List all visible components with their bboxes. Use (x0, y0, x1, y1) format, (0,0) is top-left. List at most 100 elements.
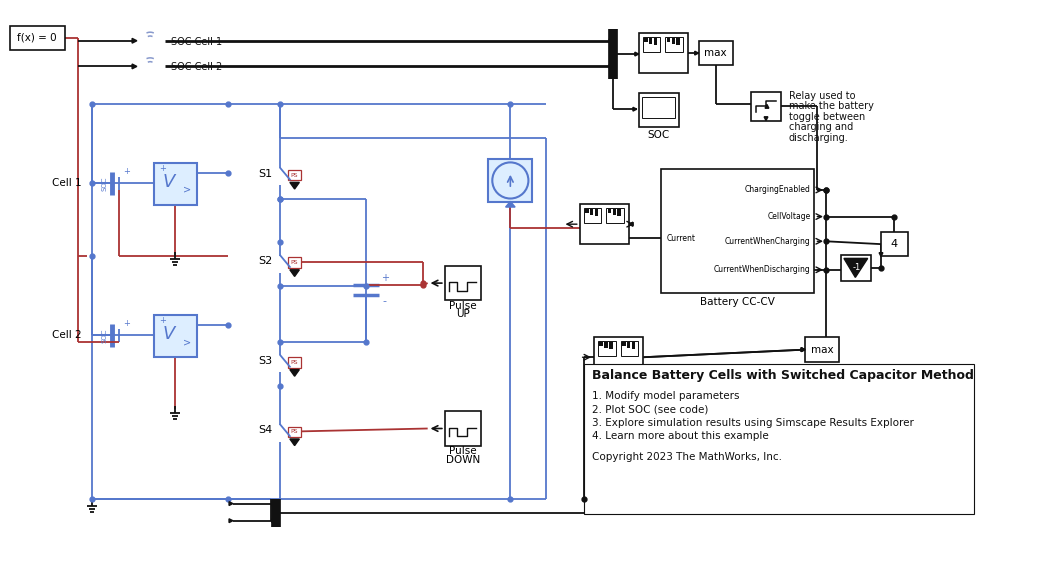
Polygon shape (290, 182, 300, 189)
Polygon shape (765, 104, 769, 108)
Bar (672, 38, 675, 43)
Polygon shape (609, 64, 613, 68)
Bar (627, 342, 631, 348)
Text: Cell 1: Cell 1 (52, 178, 82, 188)
Bar (613, 209, 616, 214)
Bar (676, 38, 680, 46)
Bar (288, 357, 301, 368)
Bar (642, 37, 660, 52)
Text: Balance Battery Cells with Switched Capacitor Method: Balance Battery Cells with Switched Capa… (592, 369, 974, 382)
Bar (623, 342, 626, 346)
Bar (599, 342, 603, 346)
Polygon shape (132, 38, 137, 43)
Bar (881, 232, 908, 256)
Text: UP: UP (456, 310, 470, 319)
Polygon shape (764, 117, 768, 121)
Text: charging and: charging and (789, 122, 853, 132)
Bar (604, 342, 608, 348)
Bar (638, 33, 689, 73)
Polygon shape (290, 369, 300, 376)
Text: SOC Cell 1: SOC Cell 1 (171, 36, 222, 47)
Text: +: + (380, 274, 389, 283)
Text: SOC: SOC (648, 130, 670, 140)
Text: PS: PS (291, 429, 299, 434)
Text: 4: 4 (891, 239, 898, 249)
Text: CellVoltage: CellVoltage (767, 212, 811, 221)
Text: V: V (163, 325, 175, 343)
Bar (842, 255, 872, 281)
Bar (9, 26, 65, 50)
Bar (488, 158, 532, 202)
Polygon shape (801, 348, 805, 352)
Bar (585, 364, 975, 514)
Polygon shape (633, 107, 637, 111)
Polygon shape (271, 519, 276, 523)
Bar (288, 426, 301, 437)
Polygon shape (290, 439, 300, 446)
Bar (594, 337, 643, 377)
Text: f(x) = 0: f(x) = 0 (17, 33, 57, 43)
Text: max: max (811, 345, 833, 355)
Text: >: > (183, 185, 192, 195)
Bar (585, 209, 589, 213)
Text: PS: PS (291, 360, 299, 365)
Text: max: max (704, 48, 727, 58)
Text: Relay used to: Relay used to (789, 91, 855, 101)
Bar (750, 92, 781, 121)
Bar (699, 40, 733, 66)
Polygon shape (844, 258, 868, 278)
Text: Copyright 2023 The MathWorks, Inc.: Copyright 2023 The MathWorks, Inc. (592, 452, 782, 462)
Bar (667, 38, 671, 42)
Text: Battery CC-CV: Battery CC-CV (700, 297, 774, 307)
Bar (665, 37, 683, 52)
Text: ChargingEnabled: ChargingEnabled (745, 185, 811, 194)
Bar (609, 342, 612, 349)
Bar (805, 337, 839, 362)
Text: 1. Modify model parameters: 1. Modify model parameters (592, 391, 740, 401)
Text: SOC: SOC (102, 176, 108, 190)
Bar (638, 93, 678, 127)
Bar (444, 412, 481, 446)
Text: Pulse: Pulse (449, 446, 477, 457)
Text: Current: Current (667, 234, 695, 243)
Bar (444, 266, 481, 300)
Text: DOWN: DOWN (445, 455, 480, 465)
Bar (288, 170, 301, 181)
Text: S3: S3 (259, 356, 272, 366)
Bar (288, 258, 301, 268)
Text: 3. Explore simulation results using Simscape Results Explorer: 3. Explore simulation results using Sims… (592, 418, 914, 428)
Bar (632, 342, 635, 349)
Text: PS: PS (291, 173, 299, 178)
Text: discharging.: discharging. (789, 133, 849, 142)
Bar (154, 315, 197, 357)
Polygon shape (629, 222, 633, 226)
Polygon shape (609, 39, 613, 43)
Text: toggle between: toggle between (789, 112, 865, 122)
Bar (617, 209, 621, 217)
Polygon shape (230, 502, 233, 506)
Polygon shape (132, 64, 137, 69)
Polygon shape (695, 51, 699, 55)
Bar (645, 38, 648, 42)
Bar (154, 164, 197, 205)
Bar (590, 209, 593, 214)
Polygon shape (230, 519, 233, 523)
Text: S2: S2 (259, 256, 272, 266)
Bar (584, 208, 602, 223)
Bar (598, 341, 616, 356)
Bar (660, 169, 814, 292)
Polygon shape (801, 348, 805, 352)
Text: S4: S4 (259, 425, 272, 435)
Bar (642, 97, 675, 118)
Text: +: + (123, 319, 130, 328)
Text: make the battery: make the battery (789, 101, 874, 111)
Bar (607, 208, 625, 223)
Polygon shape (879, 253, 882, 256)
Text: +: + (159, 164, 166, 173)
Text: CurrentWhenCharging: CurrentWhenCharging (725, 237, 811, 246)
Text: >: > (183, 337, 192, 347)
Text: -1: -1 (852, 263, 860, 272)
Text: CurrentWhenDischarging: CurrentWhenDischarging (714, 265, 811, 274)
Text: 2. Plot SOC (see code): 2. Plot SOC (see code) (592, 405, 708, 414)
Polygon shape (801, 348, 805, 352)
